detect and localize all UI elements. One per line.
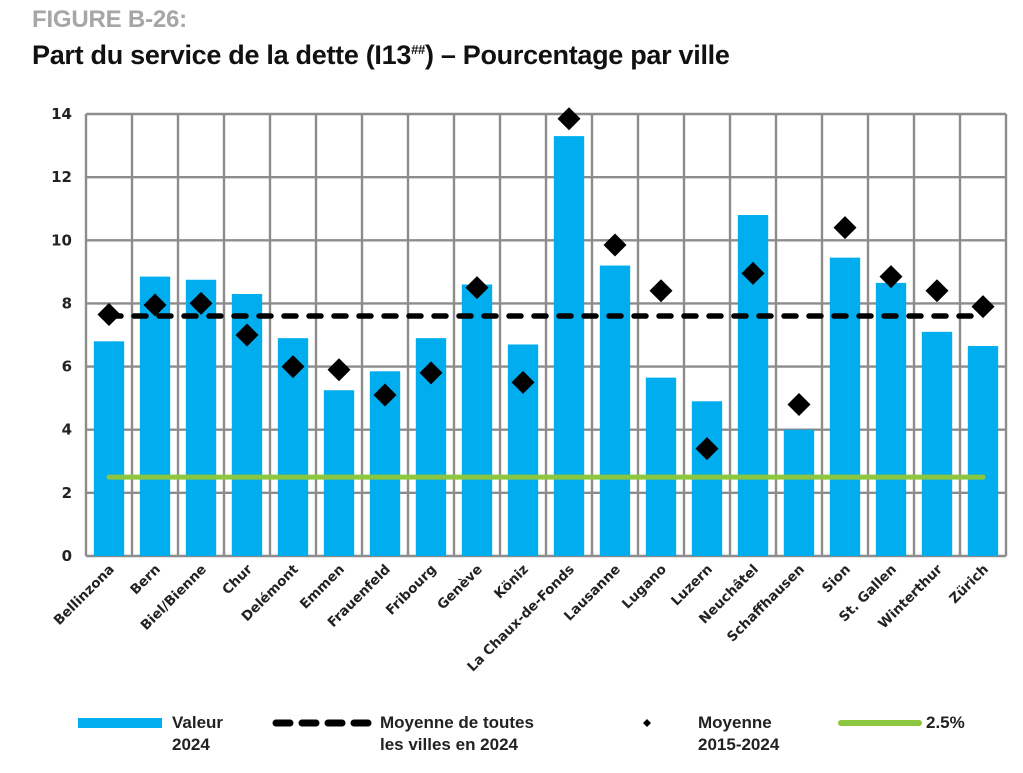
- avg-marker-frauenfeld: [373, 383, 397, 407]
- chart-title-end: ) – Pourcentage par ville: [424, 40, 730, 70]
- bar-sion: [829, 257, 861, 556]
- y-tick-label: 14: [51, 105, 72, 123]
- avg-marker-bellinzona: [97, 302, 121, 326]
- bar-st-gallen: [875, 282, 907, 556]
- grid: [84, 112, 1008, 558]
- avg-marker-gen-ve: [465, 276, 489, 300]
- bar-la-chaux-de-fonds: [553, 136, 585, 556]
- x-tick-label: Fribourg: [383, 562, 440, 619]
- y-tick-label: 2: [62, 484, 72, 502]
- bar-schaffhausen: [783, 429, 815, 556]
- legend-swatch-bar: [78, 718, 162, 728]
- avg-marker-chur: [235, 323, 259, 347]
- x-tick-label: Zürich: [946, 562, 991, 607]
- x-tick-label: Sion: [819, 562, 854, 597]
- y-tick-label: 8: [62, 294, 72, 312]
- avg-marker-z-rich: [971, 295, 995, 319]
- legend-label: 2.5%: [926, 713, 965, 732]
- legend-swatch-dash: [272, 719, 376, 727]
- avg-marker-schaffhausen: [787, 392, 811, 416]
- avg-marker-bern: [143, 293, 167, 317]
- reference-lines: [106, 313, 986, 480]
- legend: Valeur 2024 Moyenne de toutes les villes…: [0, 712, 1023, 772]
- bar-biel-bienne: [185, 279, 217, 556]
- legend-label: Moyenne 2015-2024: [698, 713, 780, 754]
- bar-bern: [139, 276, 171, 556]
- chart-title-main: Part du service de la dette (I13: [32, 40, 412, 70]
- figure-label: FIGURE B-26:: [32, 6, 187, 33]
- x-tick-label: Bellinzona: [51, 562, 118, 629]
- x-tick-label: Genève: [434, 562, 486, 614]
- avg-marker-del-mont: [281, 355, 305, 379]
- avg-marker-emmen: [327, 358, 351, 382]
- x-tick-label: Köniz: [491, 561, 532, 602]
- avg-marker-lausanne: [603, 233, 627, 257]
- bar-bellinzona: [93, 341, 125, 556]
- bar-winterthur: [921, 331, 953, 556]
- y-tick-label: 0: [62, 547, 72, 565]
- avg-marker-neuch-tel: [741, 261, 765, 285]
- legend-swatch-green-line: [838, 720, 922, 726]
- bar-lausanne: [599, 265, 631, 556]
- bar-z-rich: [967, 346, 999, 556]
- x-tick-label: Chur: [219, 561, 256, 598]
- bar-emmen: [323, 390, 355, 556]
- y-tick-label: 6: [62, 358, 72, 376]
- avg-marker-biel-bienne: [189, 291, 213, 315]
- y-tick-label: 10: [51, 231, 72, 249]
- legend-item-threshold: 2.5%: [838, 712, 965, 734]
- avg-marker-luzern: [695, 437, 719, 461]
- bar-lugano: [645, 377, 677, 556]
- avg-marker-lugano: [649, 279, 673, 303]
- y-axis-ticks: 0 2 4 6 8 10 12 14: [51, 105, 72, 565]
- bar-gen-ve: [461, 284, 493, 556]
- avg-marker-k-niz: [511, 370, 535, 394]
- diamond-icon: [643, 719, 651, 727]
- avg-marker-la-chaux-de-fonds: [557, 107, 581, 131]
- bars: [93, 136, 999, 556]
- y-tick-label: 12: [51, 168, 72, 186]
- legend-item-mean-all-cities: Moyenne de toutes les villes en 2024: [272, 712, 534, 756]
- legend-label: Valeur 2024: [172, 713, 224, 754]
- average-markers: [97, 107, 995, 461]
- legend-label: Moyenne de toutes les villes en 2024: [380, 713, 534, 754]
- avg-marker-st-gallen: [879, 265, 903, 289]
- chart-title-superscript: ##: [411, 42, 425, 57]
- avg-marker-fribourg: [419, 361, 443, 385]
- avg-marker-winterthur: [925, 279, 949, 303]
- chart-title: Part du service de la dette (I13##) – Po…: [32, 40, 730, 71]
- y-tick-label: 4: [62, 421, 72, 439]
- avg-marker-sion: [833, 216, 857, 240]
- x-tick-label: Bern: [127, 562, 164, 599]
- legend-item-mean-2015-2024: Moyenne 2015-2024: [640, 712, 779, 756]
- legend-item-valeur-2024: Valeur 2024: [78, 712, 223, 756]
- x-tick-label: Lugano: [619, 562, 670, 613]
